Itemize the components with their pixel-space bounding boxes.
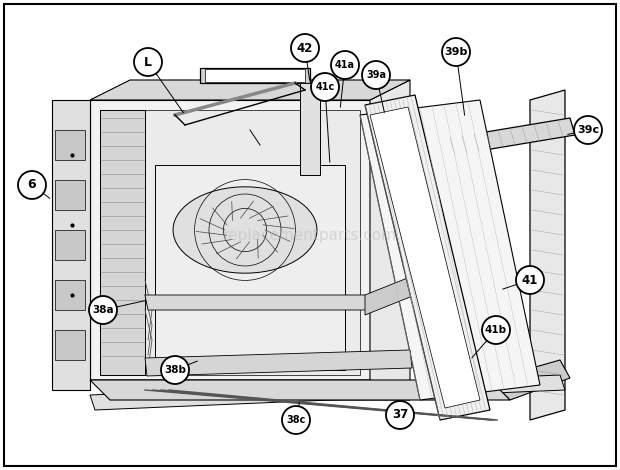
Polygon shape bbox=[90, 80, 410, 100]
Polygon shape bbox=[365, 95, 490, 420]
Circle shape bbox=[362, 61, 390, 89]
Text: 38a: 38a bbox=[92, 305, 114, 315]
Text: 39b: 39b bbox=[445, 47, 467, 57]
Circle shape bbox=[386, 401, 414, 429]
Polygon shape bbox=[90, 100, 370, 380]
Polygon shape bbox=[370, 107, 480, 408]
Text: 6: 6 bbox=[28, 179, 37, 191]
Polygon shape bbox=[90, 380, 410, 400]
Circle shape bbox=[18, 171, 46, 199]
Polygon shape bbox=[90, 380, 510, 400]
Circle shape bbox=[161, 356, 189, 384]
Text: 41a: 41a bbox=[335, 60, 355, 70]
Polygon shape bbox=[55, 230, 85, 260]
Polygon shape bbox=[90, 375, 565, 410]
Circle shape bbox=[331, 51, 359, 79]
Polygon shape bbox=[55, 180, 85, 210]
Polygon shape bbox=[145, 350, 412, 376]
Text: 38b: 38b bbox=[164, 365, 186, 375]
Polygon shape bbox=[55, 330, 85, 360]
Polygon shape bbox=[490, 360, 570, 400]
Text: replacementparts.com: replacementparts.com bbox=[223, 227, 397, 243]
Circle shape bbox=[442, 38, 470, 66]
Circle shape bbox=[311, 73, 339, 101]
Polygon shape bbox=[450, 118, 575, 155]
Text: 42: 42 bbox=[297, 41, 313, 55]
Polygon shape bbox=[205, 69, 305, 82]
Polygon shape bbox=[173, 187, 317, 273]
Polygon shape bbox=[155, 165, 345, 370]
Polygon shape bbox=[530, 90, 565, 420]
Polygon shape bbox=[100, 110, 360, 375]
Polygon shape bbox=[200, 68, 310, 83]
Circle shape bbox=[134, 48, 162, 76]
Text: 39a: 39a bbox=[366, 70, 386, 80]
Polygon shape bbox=[55, 280, 85, 310]
Polygon shape bbox=[360, 100, 540, 400]
Polygon shape bbox=[145, 295, 368, 310]
Circle shape bbox=[291, 34, 319, 62]
Text: 41b: 41b bbox=[485, 325, 507, 335]
Circle shape bbox=[482, 316, 510, 344]
Polygon shape bbox=[55, 130, 85, 160]
Polygon shape bbox=[370, 80, 410, 400]
Text: L: L bbox=[144, 55, 152, 69]
Circle shape bbox=[516, 266, 544, 294]
Text: 41: 41 bbox=[522, 274, 538, 287]
Circle shape bbox=[574, 116, 602, 144]
Circle shape bbox=[282, 406, 310, 434]
Text: 41c: 41c bbox=[316, 82, 335, 92]
Circle shape bbox=[89, 296, 117, 324]
Polygon shape bbox=[100, 110, 145, 375]
Polygon shape bbox=[52, 100, 90, 390]
Text: 37: 37 bbox=[392, 408, 408, 422]
Text: 39c: 39c bbox=[577, 125, 599, 135]
Text: 38c: 38c bbox=[286, 415, 306, 425]
Polygon shape bbox=[300, 83, 320, 175]
Polygon shape bbox=[365, 275, 415, 315]
